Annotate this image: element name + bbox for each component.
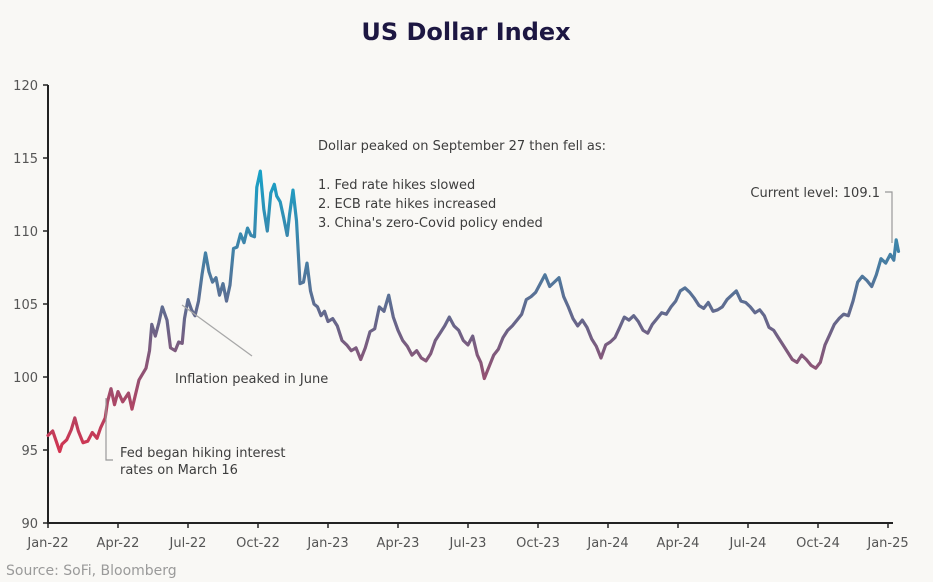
chart-title: US Dollar Index xyxy=(361,18,571,46)
y-tick-label: 120 xyxy=(13,79,38,94)
x-axis-ticks: Jan-22 Apr-22 Jul-22 Oct-22 Jan-23 Apr-23 Jul-… xyxy=(26,523,909,551)
annotation-peak-item-1: 1. Fed rate hikes slowed xyxy=(318,178,475,193)
y-axis-ticks: 90 95 100 105 110 115 120 xyxy=(13,79,48,532)
x-tick-label: Jan-24 xyxy=(586,536,628,551)
x-tick-label: Jul-23 xyxy=(449,536,487,551)
x-tick-label: Jul-24 xyxy=(729,536,767,551)
x-tick-label: Jul-22 xyxy=(169,536,207,551)
y-tick-label: 100 xyxy=(13,371,38,386)
x-tick-label: Oct-22 xyxy=(236,536,280,551)
annotations: Dollar peaked on September 27 then fell … xyxy=(105,139,893,478)
y-tick-label: 110 xyxy=(13,225,38,240)
series-line-us-dollar-index xyxy=(46,169,901,454)
annotation-current-level: Current level: 109.1 xyxy=(750,186,880,201)
x-tick-label: Oct-23 xyxy=(516,536,560,551)
annotation-inflation-leader xyxy=(181,304,253,357)
annotation-fed-line-2: rates on March 16 xyxy=(120,463,238,478)
annotation-peak-item-3: 3. China's zero-Covid policy ended xyxy=(318,216,543,231)
annotation-fed-line-1: Fed began hiking interest xyxy=(120,446,285,461)
annotation-fed-leader xyxy=(105,398,113,461)
source-note: Source: SoFi, Bloomberg xyxy=(6,563,177,579)
x-tick-label: Jan-23 xyxy=(306,536,348,551)
y-tick-label: 115 xyxy=(13,152,38,167)
x-tick-label: Apr-24 xyxy=(657,536,700,551)
x-tick-label: Apr-23 xyxy=(377,536,420,551)
y-tick-label: 95 xyxy=(21,444,38,459)
annotation-inflation: Inflation peaked in June xyxy=(175,372,328,387)
y-tick-label: 105 xyxy=(13,298,38,313)
annotation-current-level-leader xyxy=(885,191,893,243)
x-tick-label: Oct-24 xyxy=(796,536,840,551)
x-tick-label: Jan-22 xyxy=(26,536,68,551)
y-tick-label: 90 xyxy=(21,517,38,532)
x-tick-label: Apr-22 xyxy=(97,536,140,551)
x-tick-label: Jan-25 xyxy=(866,536,908,551)
annotation-peak-heading: Dollar peaked on September 27 then fell … xyxy=(318,139,606,154)
annotation-peak-item-2: 2. ECB rate hikes increased xyxy=(318,197,496,212)
